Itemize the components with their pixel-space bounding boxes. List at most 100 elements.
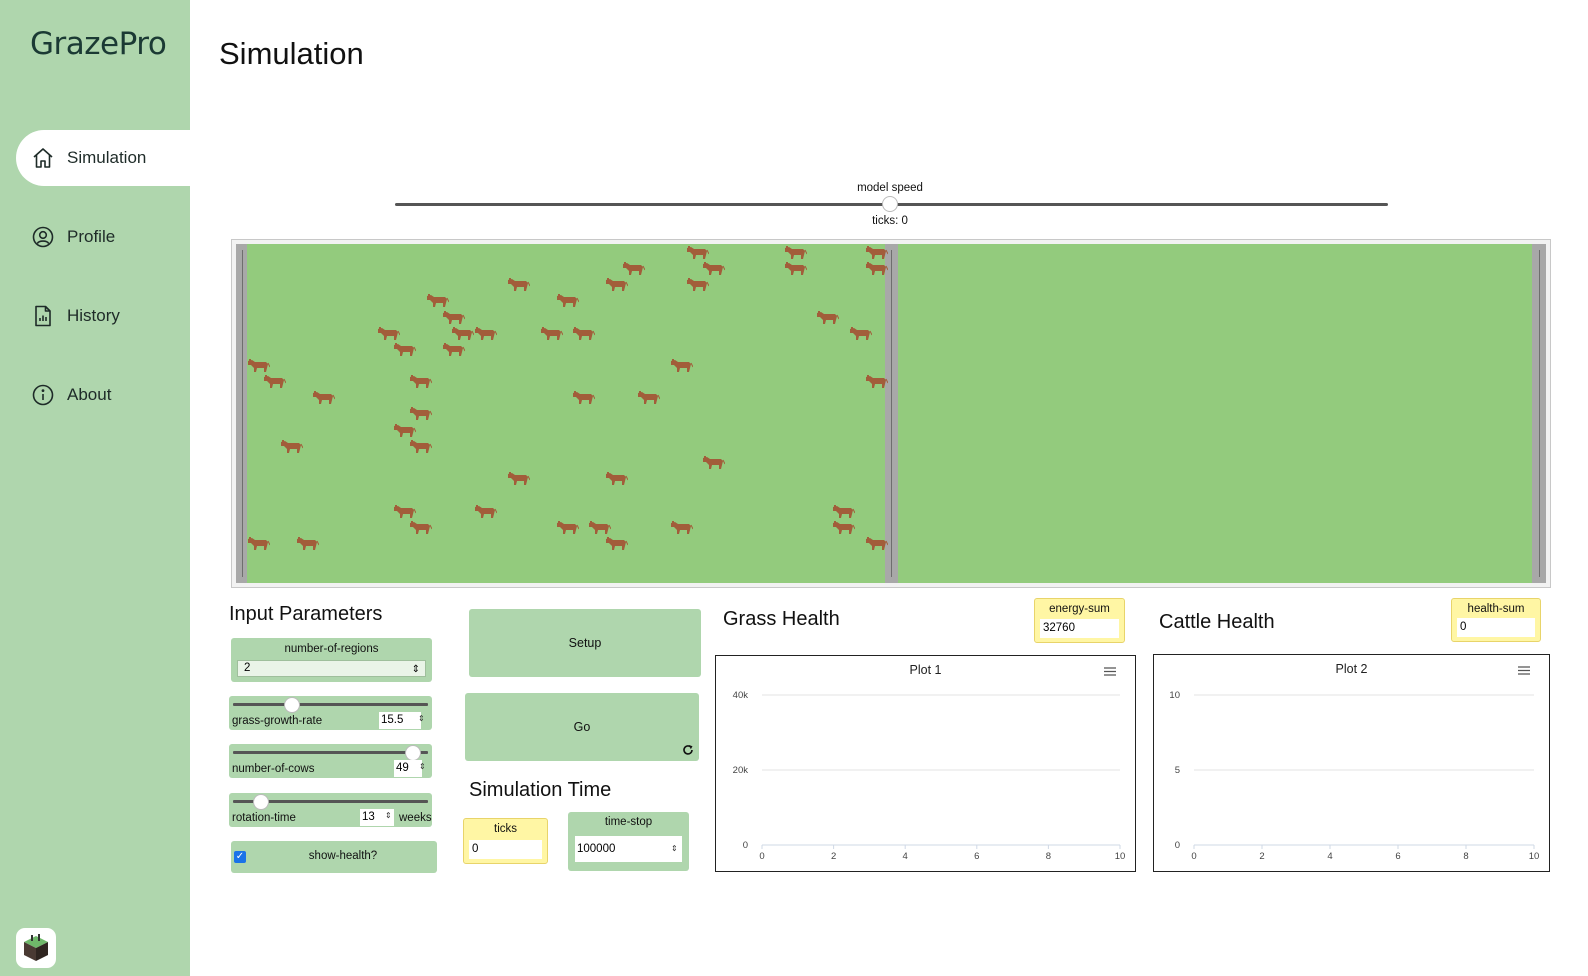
pasture-region-2 — [898, 244, 1532, 583]
sidebar: GrazePro Simulation Profile History Abou… — [0, 0, 190, 976]
plot-2[interactable]: Plot 2 0 5 10 0 2 4 6 8 10 — [1153, 654, 1550, 872]
sidebar-item-about[interactable]: About — [16, 367, 190, 423]
go-button-label: Go — [573, 720, 591, 734]
document-icon — [35, 305, 51, 327]
x-tick-label: 4 — [1327, 851, 1332, 862]
slider-track[interactable] — [233, 703, 428, 706]
slider-value-input[interactable]: 13 — [360, 809, 394, 826]
cow — [833, 505, 855, 518]
cow — [606, 472, 628, 485]
x-tick-label: 2 — [1259, 851, 1264, 862]
slider-track[interactable] — [233, 800, 428, 803]
spinner-icon[interactable]: ⇕ — [418, 714, 425, 723]
cow — [866, 246, 888, 259]
plot-1-canvas: 0 20k 40k 0 2 4 6 8 10 — [733, 690, 1126, 862]
sidebar-item-label: About — [67, 385, 112, 404]
cow — [508, 278, 530, 291]
cow — [703, 262, 725, 275]
number-of-cows-slider[interactable]: number-of-cows 49 ⇕ — [229, 744, 432, 778]
monitor-label: ticks — [494, 823, 517, 835]
input-label: time-stop — [604, 816, 653, 828]
cow — [573, 391, 595, 404]
cow — [606, 278, 628, 291]
slider-label: number-of-cows — [232, 763, 315, 775]
slider-thumb[interactable] — [253, 794, 269, 810]
chooser-label: number-of-regions — [284, 643, 379, 655]
app-logo: GrazePro — [30, 26, 167, 62]
page-title: Simulation — [219, 36, 364, 71]
cow — [475, 327, 497, 340]
x-tick-label: 6 — [1395, 851, 1400, 862]
spinner-icon[interactable]: ⇕ — [419, 762, 426, 771]
y-tick-label: 40k — [733, 690, 749, 701]
number-of-regions-chooser[interactable]: number-of-regions 2 ⇕ — [231, 638, 432, 682]
time-stop-field[interactable]: 100000 — [575, 836, 682, 862]
number-of-regions-select[interactable]: 2 ⇕ — [237, 660, 426, 677]
go-button[interactable]: Go — [465, 693, 699, 761]
cow — [817, 311, 839, 324]
sidebar-item-label: History — [67, 306, 120, 325]
cow — [281, 440, 303, 453]
cow — [410, 407, 432, 420]
plot-1[interactable]: Plot 1 0 20k 40k 0 2 4 6 8 10 — [715, 655, 1136, 872]
fence-left-line — [242, 250, 243, 577]
time-stop-input[interactable]: time-stop 100000 ⇕ — [568, 812, 689, 871]
netlogo-app-icon[interactable] — [16, 928, 56, 968]
cow — [785, 262, 807, 275]
sidebar-item-history[interactable]: History — [16, 288, 190, 344]
show-health-switch[interactable]: ✓ show-health? — [231, 841, 437, 873]
cow — [394, 424, 416, 437]
cow — [606, 537, 628, 550]
x-tick-label: 6 — [974, 851, 979, 862]
y-tick-label: 5 — [1175, 765, 1180, 776]
rotation-time-slider[interactable]: rotation-time 13 ⇕ weeks — [229, 793, 432, 827]
setup-button[interactable]: Setup — [469, 609, 701, 677]
monitor-label: energy-sum — [1049, 603, 1110, 615]
cow — [671, 359, 693, 372]
y-tick-label: 20k — [733, 765, 749, 776]
slider-value-input[interactable]: 15.5 — [379, 712, 421, 729]
menu-icon[interactable] — [1104, 667, 1116, 676]
ticks-readout: ticks: 0 — [872, 215, 908, 227]
show-health-checkbox[interactable]: ✓ — [234, 851, 246, 863]
cow — [394, 343, 416, 356]
cow — [850, 327, 872, 340]
spinner-icon[interactable]: ⇕ — [385, 811, 392, 820]
cow — [785, 246, 807, 259]
cow — [410, 521, 432, 534]
slider-thumb[interactable] — [284, 697, 300, 713]
sidebar-item-profile[interactable]: Profile — [16, 209, 190, 265]
fence-middle-line — [891, 250, 892, 577]
cow — [573, 327, 595, 340]
menu-icon[interactable] — [1518, 666, 1530, 675]
cow — [248, 537, 270, 550]
cow — [410, 440, 432, 453]
chooser-value: 2 — [244, 662, 251, 674]
spinner-icon[interactable]: ⇕ — [671, 844, 678, 853]
cow — [248, 359, 270, 372]
slider-thumb[interactable] — [405, 745, 421, 761]
model-speed-thumb[interactable] — [882, 196, 898, 212]
monitor-value: 32760 — [1040, 619, 1119, 638]
cow — [508, 472, 530, 485]
energy-sum-monitor: energy-sum 32760 — [1034, 598, 1125, 643]
grass-growth-rate-slider[interactable]: grass-growth-rate 15.5 ⇕ — [229, 696, 432, 730]
sidebar-item-simulation[interactable]: Simulation — [16, 130, 190, 186]
x-tick-label: 0 — [759, 851, 764, 862]
world-view[interactable] — [231, 239, 1551, 588]
cow — [866, 375, 888, 388]
cow — [394, 505, 416, 518]
cattle-health-title: Cattle Health — [1159, 611, 1275, 633]
cow — [623, 262, 645, 275]
select-arrows-icon: ⇕ — [411, 664, 420, 675]
show-health-label: show-health? — [308, 850, 378, 862]
slider-label: grass-growth-rate — [232, 715, 323, 727]
cow — [443, 343, 465, 356]
x-tick-label: 4 — [903, 851, 908, 862]
slider-value-input[interactable]: 49 — [394, 760, 422, 777]
slider-track[interactable] — [233, 751, 428, 754]
cow — [557, 521, 579, 534]
x-tick-label: 0 — [1191, 851, 1196, 862]
cow — [264, 375, 286, 388]
cow — [638, 391, 660, 404]
